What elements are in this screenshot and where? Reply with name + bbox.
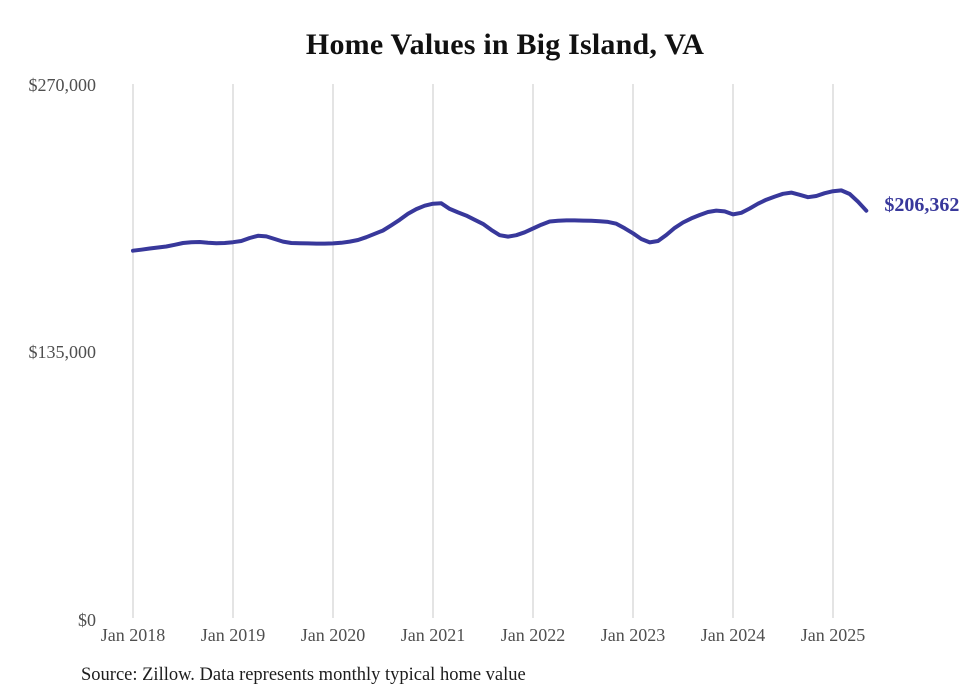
source-note: Source: Zillow. Data represents monthly …	[81, 665, 526, 685]
x-axis-tick-label: Jan 2020	[300, 625, 366, 645]
home-value-line-series	[131, 188, 869, 253]
x-axis-tick-label: Jan 2021	[400, 625, 466, 645]
y-axis-tick-label: $0	[78, 610, 96, 630]
x-axis-tick-label: Jan 2022	[500, 625, 566, 645]
x-axis-tick-label: Jan 2025	[800, 625, 866, 645]
x-axis-tick-label: Jan 2019	[200, 625, 266, 645]
y-axis-tick-label: $270,000	[28, 74, 97, 95]
last-value-label: $206,362	[884, 193, 960, 216]
y-axis-tick-label: $135,000	[28, 342, 97, 363]
x-axis-tick-label: Jan 2023	[600, 625, 666, 645]
x-axis-tick-label: Jan 2024	[700, 625, 766, 645]
chart-title: Home Values in Big Island, VA	[305, 28, 705, 61]
gridlines	[132, 84, 834, 618]
x-axis-tick-label: Jan 2018	[100, 625, 166, 645]
